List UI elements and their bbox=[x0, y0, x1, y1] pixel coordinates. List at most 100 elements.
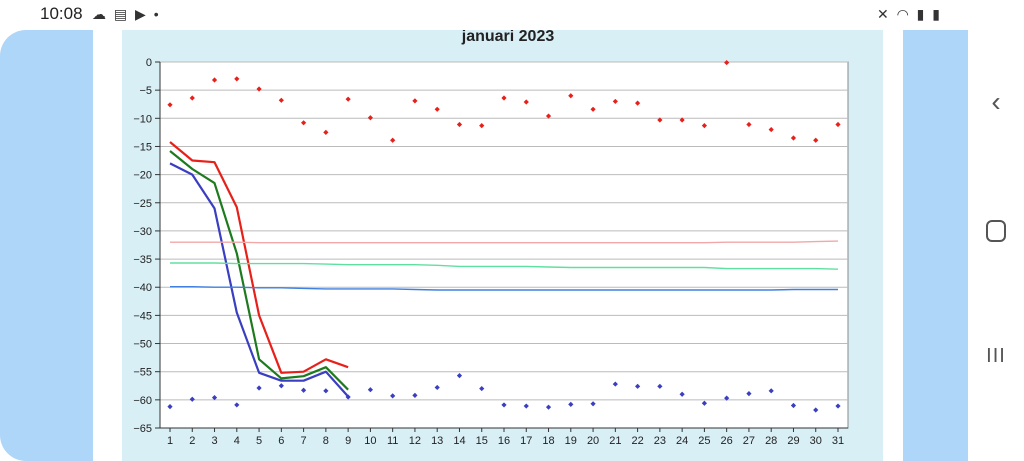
x-tick-label: 22 bbox=[631, 435, 643, 447]
x-tick-label: 2 bbox=[189, 435, 195, 447]
series-point-4 bbox=[746, 391, 752, 397]
series-point-3 bbox=[835, 121, 841, 128]
x-tick-label: 18 bbox=[542, 435, 554, 447]
wifi-icon: ◠ bbox=[896, 6, 911, 22]
series-point-3 bbox=[545, 113, 552, 119]
x-tick-label: 4 bbox=[234, 435, 240, 447]
y-tick-label: 0 bbox=[146, 57, 152, 69]
chart-panel: januari 2023 0 −5 −10 −15 −20 −25 −30 −35 −40 −45 −… bbox=[122, 30, 883, 461]
series-point-4 bbox=[590, 401, 596, 407]
chart-title: januari 2023 bbox=[461, 30, 555, 45]
series-point-4 bbox=[790, 402, 797, 409]
series-point-4 bbox=[612, 381, 618, 387]
right-side-band bbox=[903, 30, 968, 461]
x-tick-label: 21 bbox=[609, 435, 621, 447]
navigation-bar: ‹ III bbox=[968, 0, 1024, 461]
x-tick-label: 17 bbox=[520, 435, 532, 447]
x-tick-label: 23 bbox=[654, 435, 666, 447]
x-tick-label: 6 bbox=[278, 435, 284, 447]
y-tick-label: −20 bbox=[133, 170, 152, 182]
series-point-4 bbox=[523, 403, 529, 409]
x-tick-label: 25 bbox=[698, 435, 710, 447]
series-point-3 bbox=[635, 100, 641, 106]
status-left-icons: ☁ ▤ ▶ • bbox=[92, 6, 161, 23]
series-point-3 bbox=[701, 123, 707, 129]
series-point-3 bbox=[189, 95, 195, 101]
series-point-3 bbox=[790, 135, 797, 141]
x-tick-label: 13 bbox=[431, 435, 443, 447]
series-point-3 bbox=[211, 77, 218, 83]
series-point-3 bbox=[768, 126, 774, 133]
x-tick-label: 15 bbox=[476, 435, 488, 447]
x-tick-label: 5 bbox=[256, 435, 262, 447]
y-tick-label: −35 bbox=[133, 254, 152, 266]
youtube-icon: ▶ bbox=[135, 6, 148, 22]
series-point-3 bbox=[367, 115, 373, 121]
mute-icon: ✕ bbox=[876, 6, 891, 22]
x-tick-label: 29 bbox=[787, 435, 799, 447]
x-tick-label: 7 bbox=[301, 435, 307, 447]
x-tick-label: 28 bbox=[765, 435, 777, 447]
x-tick-label: 27 bbox=[743, 435, 755, 447]
status-time: 10:08 bbox=[40, 4, 83, 23]
battery-icon: ▮ bbox=[932, 6, 942, 22]
x-tick-label: 24 bbox=[676, 435, 688, 447]
screen: 10:08 ☁ ▤ ▶ • ✕ ◠ ▮ ▮ januari 2023 0 −5 −10… bbox=[0, 4, 968, 461]
series-point-3 bbox=[390, 137, 396, 143]
series-point-4 bbox=[768, 388, 774, 394]
y-tick-label: −10 bbox=[133, 113, 152, 125]
series-point-4 bbox=[479, 385, 485, 392]
y-tick-label: −55 bbox=[133, 367, 152, 379]
series-point-3 bbox=[523, 99, 529, 105]
x-tick-label: 31 bbox=[832, 435, 844, 447]
series-point-4 bbox=[412, 392, 418, 398]
x-tick-label: 10 bbox=[364, 435, 376, 447]
series-point-3 bbox=[590, 106, 596, 112]
back-icon[interactable]: ‹ bbox=[991, 86, 1001, 117]
x-tick-label: 30 bbox=[810, 435, 822, 447]
x-tick-label: 3 bbox=[211, 435, 217, 447]
series-point-4 bbox=[456, 373, 463, 379]
calendar-icon: ▤ bbox=[113, 6, 130, 22]
series-point-4 bbox=[167, 404, 173, 410]
y-tick-label: −15 bbox=[133, 141, 152, 153]
series-point-4 bbox=[724, 395, 730, 401]
series-point-3 bbox=[679, 117, 685, 123]
series-point-4 bbox=[657, 383, 663, 389]
series-point-3 bbox=[746, 121, 752, 128]
y-tick-label: −60 bbox=[133, 395, 152, 407]
series-point-4 bbox=[568, 401, 574, 407]
dot-icon: • bbox=[153, 6, 161, 22]
series-line-0 bbox=[169, 141, 349, 374]
series-point-3 bbox=[434, 106, 440, 112]
series-point-4 bbox=[835, 403, 841, 409]
chart: januari 2023 0 −5 −10 −15 −20 −25 −30 −35 −40 −45 −… bbox=[133, 30, 849, 447]
series-point-4 bbox=[701, 400, 707, 406]
y-tick-label: −45 bbox=[133, 310, 152, 322]
series-point-3 bbox=[501, 95, 507, 101]
series-point-3 bbox=[167, 102, 173, 108]
y-tick-label: −25 bbox=[133, 198, 152, 210]
y-tick-label: −40 bbox=[133, 282, 152, 294]
series-point-4 bbox=[813, 407, 819, 413]
status-right-icons: ✕ ◠ ▮ ▮ bbox=[877, 6, 942, 23]
series-line-1 bbox=[169, 150, 349, 391]
series-point-3 bbox=[813, 137, 819, 143]
y-tick-label: −5 bbox=[139, 85, 152, 97]
series-point-4 bbox=[434, 384, 440, 391]
series-point-4 bbox=[390, 393, 396, 399]
x-tick-label: 8 bbox=[323, 435, 329, 447]
y-tick-label: −50 bbox=[133, 339, 152, 351]
series-point-3 bbox=[234, 76, 240, 82]
series-point-3 bbox=[657, 117, 663, 123]
series-point-3 bbox=[724, 59, 730, 66]
cloud-icon: ☁ bbox=[92, 6, 108, 22]
recent-apps-icon[interactable]: III bbox=[986, 345, 1006, 367]
home-icon[interactable] bbox=[968, 220, 1024, 247]
series-point-4 bbox=[545, 404, 552, 410]
x-tick-label: 9 bbox=[345, 435, 351, 447]
series-point-3 bbox=[456, 121, 463, 128]
series-line-5 bbox=[170, 240, 839, 244]
x-tick-label: 16 bbox=[498, 435, 510, 447]
